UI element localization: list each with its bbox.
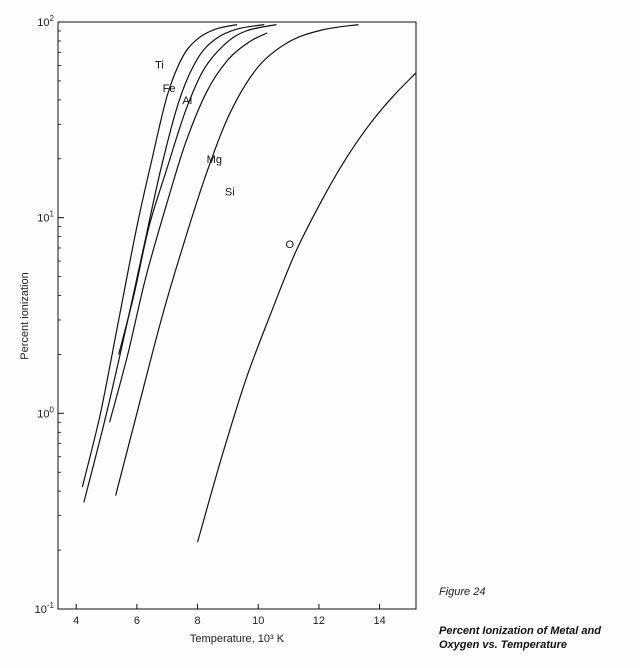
y-tick-label: 102: [37, 14, 54, 29]
series-label-fe: Fe: [163, 83, 176, 95]
x-tick-label: 6: [134, 615, 140, 627]
curve-si: [115, 24, 359, 496]
y-axis-title: Percent ionization: [19, 272, 31, 359]
figure-title-line-2: Oxygen vs. Temperature: [439, 639, 567, 651]
x-tick-label: 4: [73, 615, 79, 627]
y-axis-ticks: 10-1 100 101 102: [35, 14, 64, 616]
series-labels: Ti Fe Al Mg Si O: [155, 59, 294, 251]
x-axis-title: Temperature, 10³ K: [190, 633, 285, 645]
y-tick-label: 100: [37, 405, 54, 420]
plot-frame: [57, 21, 417, 610]
series-label-si: Si: [225, 186, 235, 198]
curve-o: [197, 72, 417, 543]
y-tick-label: 10-1: [35, 601, 55, 616]
curve-ti: [81, 24, 238, 488]
x-tick-label: 10: [252, 615, 264, 627]
figure-title: Percent Ionization of Metal and Oxygen v…: [439, 624, 634, 652]
series-curves: [81, 24, 417, 543]
series-label-o: O: [286, 239, 295, 251]
figure-number: Figure 24: [439, 586, 486, 598]
series-label-al: Al: [182, 95, 192, 107]
x-tick-label: 12: [313, 615, 325, 627]
series-label-ti: Ti: [155, 59, 164, 71]
x-tick-label: 8: [194, 615, 200, 627]
series-label-mg: Mg: [207, 154, 222, 166]
curve-mg: [109, 32, 268, 423]
x-axis-ticks: 4 6 8 10 12 14: [73, 604, 386, 627]
x-tick-label: 14: [373, 615, 385, 627]
curve-fe: [83, 24, 265, 503]
figure-title-line-1: Percent Ionization of Metal and: [439, 625, 601, 637]
curve-al: [118, 24, 277, 355]
y-tick-label: 101: [37, 210, 54, 225]
